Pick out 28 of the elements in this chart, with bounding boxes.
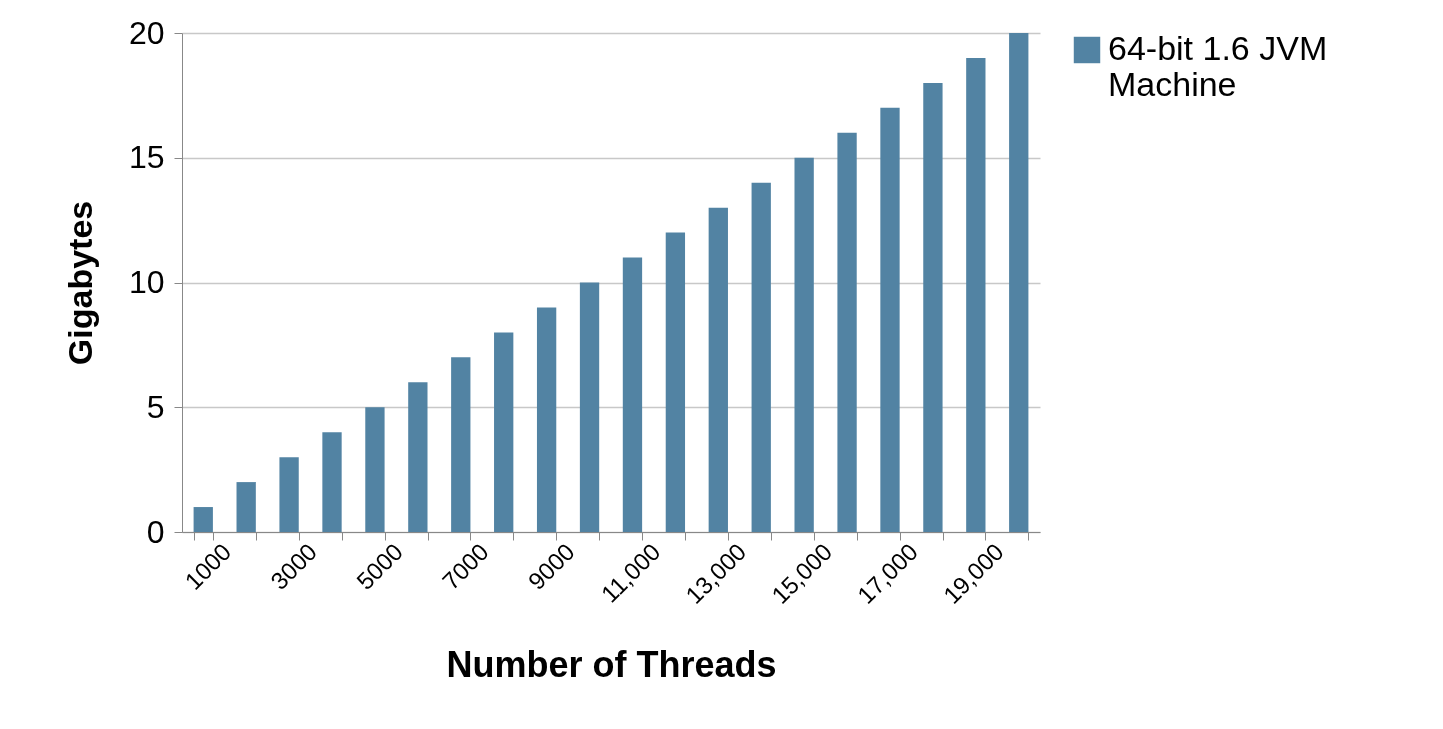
y-tick-label: 10 xyxy=(128,264,165,300)
bar xyxy=(322,432,342,532)
bar xyxy=(880,107,900,532)
bar xyxy=(837,132,857,532)
bar xyxy=(193,507,213,532)
bar xyxy=(708,207,728,532)
bar xyxy=(622,257,643,532)
bar xyxy=(923,82,943,532)
bar xyxy=(966,57,986,532)
bar xyxy=(451,357,471,532)
bar xyxy=(579,282,600,532)
bar xyxy=(365,407,385,532)
bar xyxy=(279,457,299,532)
bar xyxy=(536,307,557,532)
bar xyxy=(236,482,256,532)
y-tick-label: 15 xyxy=(128,139,165,176)
y-tick-label: 0 xyxy=(146,513,165,550)
legend-label: 64-bit 1.6 JVM Machine xyxy=(1108,29,1328,103)
y-axis-title: Gigabytes xyxy=(60,200,99,366)
bar xyxy=(751,182,771,532)
bar xyxy=(794,157,814,532)
bar xyxy=(494,332,514,532)
y-tick-label: 5 xyxy=(146,388,165,425)
bar xyxy=(1009,33,1029,532)
bar xyxy=(408,382,428,532)
x-axis-title: Number of Threads xyxy=(446,643,777,685)
y-tick-label: 20 xyxy=(128,14,165,51)
bar xyxy=(665,232,686,532)
